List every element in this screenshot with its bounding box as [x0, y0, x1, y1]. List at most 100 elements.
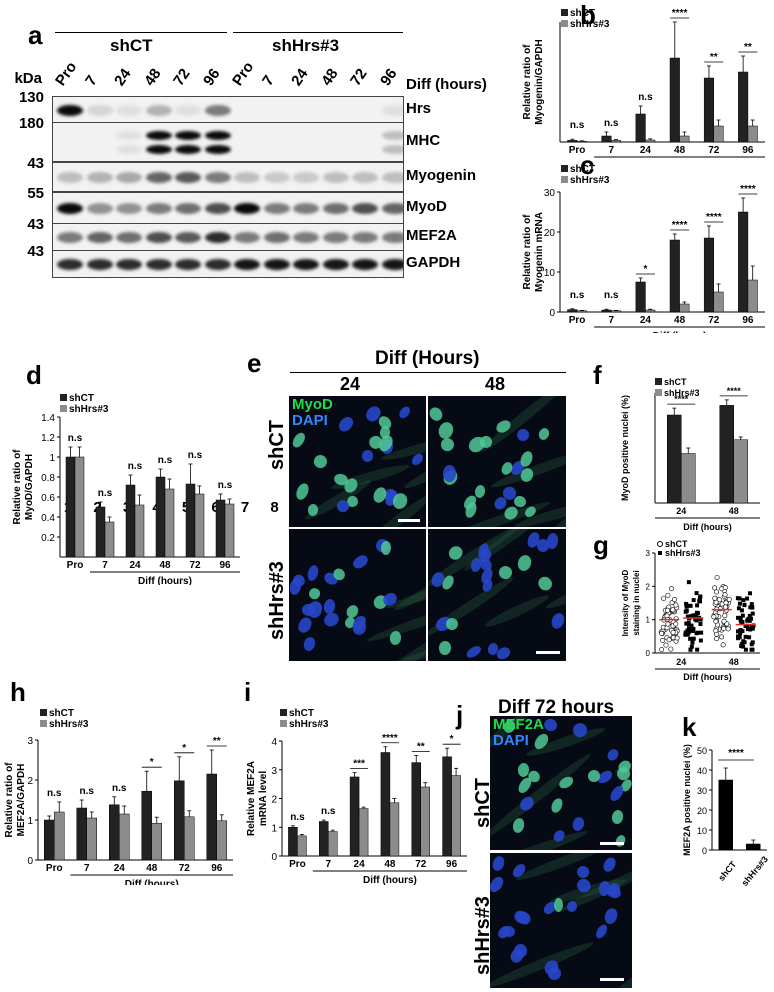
- nucleus: [336, 414, 357, 435]
- legend-label: shHrs#3: [289, 719, 329, 730]
- legend-label: shHrs#3: [570, 19, 610, 30]
- blot-band: [381, 232, 403, 243]
- nucleus: [361, 449, 375, 463]
- bar: [645, 139, 656, 143]
- nucleus: [607, 783, 626, 803]
- significance-label: n.s: [188, 450, 203, 461]
- blot-band: [322, 232, 349, 243]
- data-point: [716, 597, 722, 603]
- nucleus: [549, 796, 565, 814]
- data-point: [695, 603, 700, 608]
- stain-label-mef2a: MEF2A: [493, 716, 544, 733]
- x-axis-title: Diff (hours): [125, 879, 179, 885]
- scale-bar: [600, 842, 624, 845]
- panel-label-b: b: [580, 0, 596, 30]
- lane-number: 8: [270, 499, 279, 516]
- x-tick-label: 7: [84, 863, 90, 874]
- data-point: [666, 637, 672, 643]
- data-point: [741, 598, 746, 603]
- blot-band: [116, 259, 142, 270]
- nucleus: [491, 854, 507, 872]
- bar: [738, 211, 749, 313]
- x-tick-label: 7: [608, 315, 614, 326]
- nucleus: [535, 574, 556, 594]
- bar: [645, 309, 656, 313]
- x-axis-title: Diff (hours): [138, 576, 192, 585]
- y-tick-label: 2: [271, 795, 277, 806]
- legend-swatch: [280, 709, 287, 716]
- nucleus: [602, 906, 619, 927]
- kda-header: kDa: [14, 70, 42, 87]
- bar: [224, 503, 235, 558]
- significance-label: n.s: [128, 461, 143, 472]
- significance-label: ****: [672, 8, 688, 19]
- data-point: [694, 591, 699, 596]
- stain-label-dapi: DAPI: [292, 412, 328, 429]
- legend-label: shCT: [664, 377, 687, 387]
- blot-band: [175, 203, 201, 214]
- fiber: [490, 827, 590, 850]
- nucleus: [396, 404, 413, 421]
- significance-label: ****: [706, 212, 722, 223]
- lane-label: 24: [111, 65, 135, 89]
- blot-band: [57, 203, 83, 214]
- nucleus: [464, 643, 483, 661]
- significance-label: ***: [353, 759, 365, 770]
- y-tick-label: 1.2: [41, 433, 55, 444]
- x-tick-label: 48: [729, 657, 739, 667]
- data-point: [722, 604, 728, 610]
- blot-band: [322, 172, 349, 183]
- significance-label: n.s: [290, 812, 305, 823]
- data-point: [735, 615, 740, 620]
- significance-label: ****: [728, 748, 744, 759]
- legend-label: shHrs#3: [69, 404, 109, 415]
- blot-band: [145, 232, 172, 243]
- x-tick-label: 24: [640, 145, 652, 156]
- bar: [576, 310, 587, 313]
- data-point: [746, 616, 751, 621]
- blot-band: [175, 105, 201, 116]
- bar: [185, 483, 196, 558]
- blot-band: [234, 203, 260, 214]
- blot-band: [175, 232, 201, 243]
- bar: [104, 521, 115, 558]
- lane-label: 48: [317, 65, 342, 89]
- legend-label: shCT: [49, 708, 74, 719]
- blot-band: [204, 105, 231, 116]
- y-tick-label: 1: [27, 816, 33, 827]
- blot-band: [57, 105, 83, 116]
- significance-label: ****: [382, 733, 398, 744]
- x-tick-label: Pro: [289, 859, 306, 870]
- nucleus: [428, 405, 446, 424]
- data-point: [743, 634, 748, 639]
- blot-band: [234, 172, 260, 183]
- data-point: [689, 623, 694, 628]
- lane-label: 96: [199, 65, 224, 89]
- data-point: [688, 627, 693, 632]
- lane-label: 72: [170, 65, 194, 89]
- nucleus: [611, 808, 625, 825]
- x-axis-title: Diff (hours): [653, 331, 707, 333]
- nucleus: [574, 863, 592, 881]
- fiber: [483, 591, 552, 631]
- blot-band: [204, 259, 231, 270]
- y-tick-label: 2: [646, 582, 651, 591]
- data-point: [747, 618, 752, 623]
- x-tick-label: 96: [742, 145, 754, 156]
- chart-i-mef2a-mrna: 0 1 2 3 4 Pro n.s 7 n.s 24 *** 48 **** 72 ** 96 * Diff (h…: [246, 708, 467, 885]
- bar: [679, 303, 690, 313]
- fiber: [478, 396, 566, 456]
- x-tick-label: 24: [676, 657, 686, 667]
- nucleus: [536, 539, 549, 553]
- chart-c-myogenin-mrna: 0 10 20 30 Pro n.s 7 n.s 24 * 48 **** 72 **** 96 **** Di…: [522, 164, 765, 333]
- blot-band: [86, 105, 113, 116]
- data-point: [745, 623, 750, 628]
- shct-bracket: [55, 32, 227, 33]
- x-tick-label: 72: [708, 315, 720, 326]
- y-tick-label: 0.6: [41, 493, 55, 504]
- data-point: [673, 602, 679, 608]
- data-point: [747, 613, 752, 618]
- bar: [358, 808, 369, 857]
- blot-band: [116, 203, 142, 214]
